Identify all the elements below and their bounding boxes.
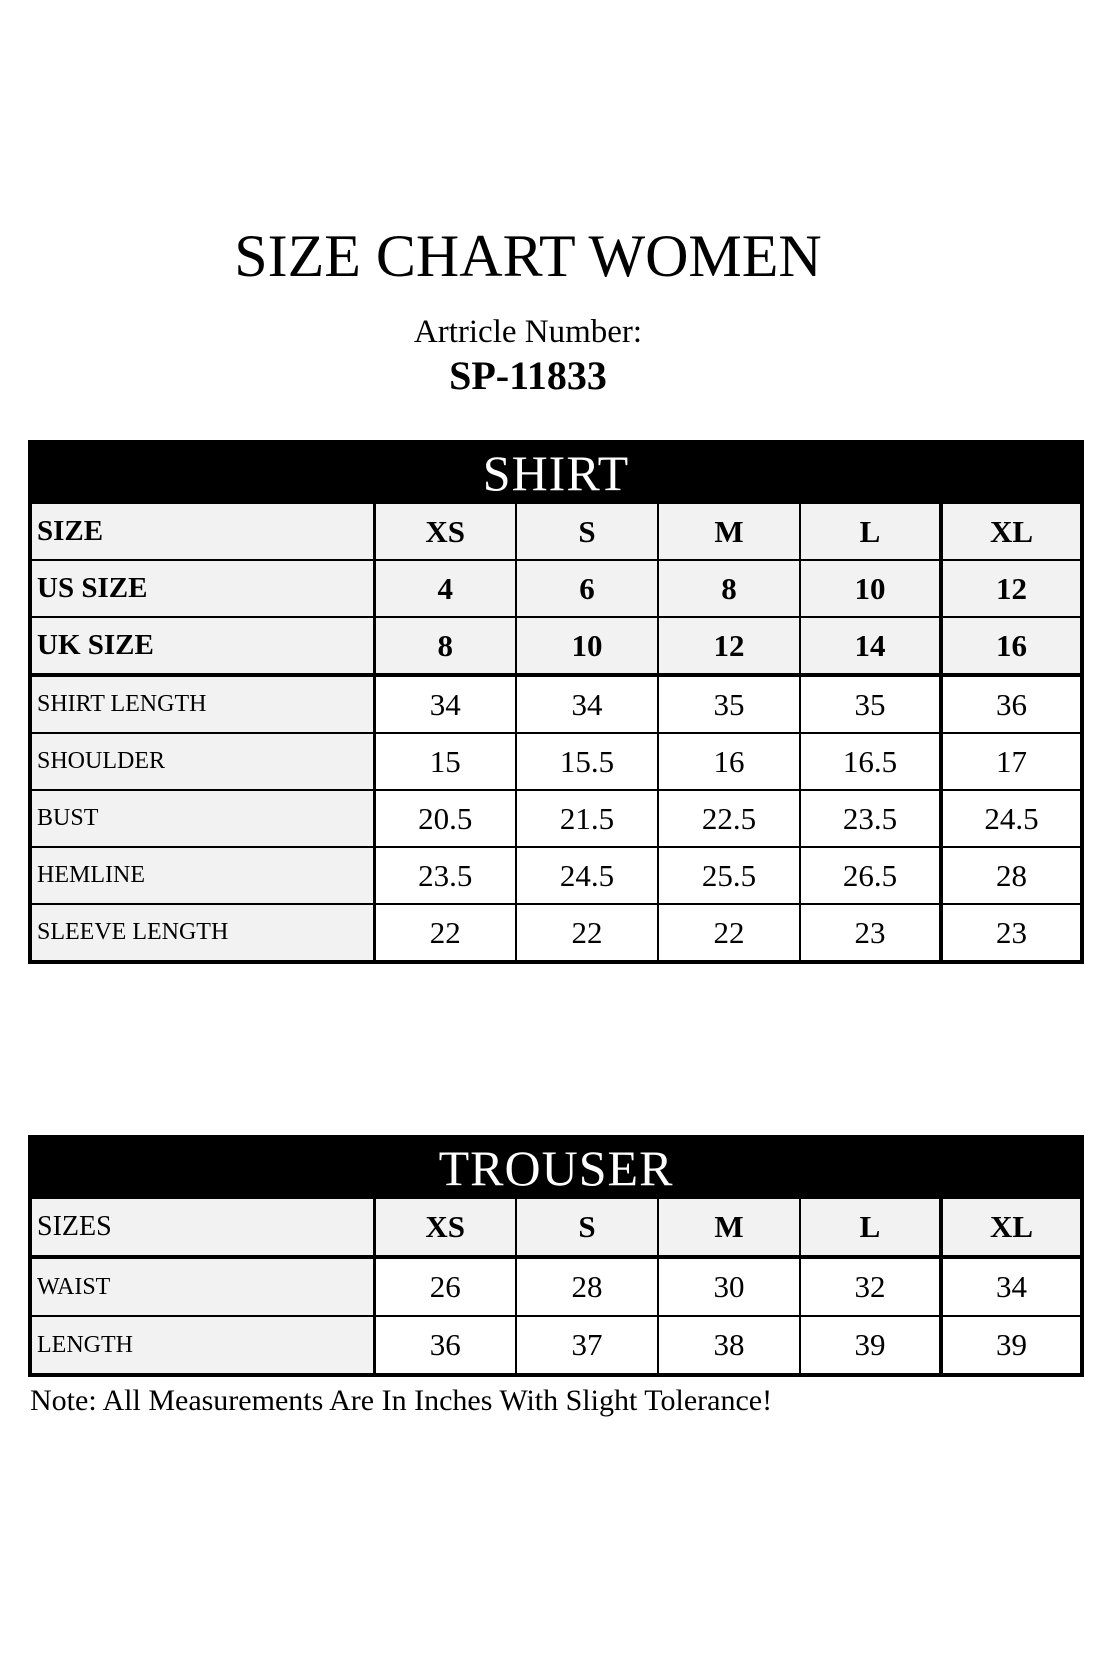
cell-value: 38 bbox=[657, 1315, 801, 1376]
cell-value: 4 bbox=[373, 559, 517, 618]
cell-value: 15.5 bbox=[515, 732, 659, 791]
cell-value: 36 bbox=[939, 674, 1083, 734]
cell-value: M bbox=[657, 1197, 801, 1259]
cell-value: 8 bbox=[657, 559, 801, 618]
cell-value: 14 bbox=[799, 616, 942, 677]
cell-value: 23 bbox=[799, 903, 942, 963]
article-number-value: SP-11833 bbox=[449, 353, 607, 398]
table-row: SLEEVE LENGTH 22 22 22 23 23 bbox=[29, 903, 1083, 963]
cell-value: 35 bbox=[657, 674, 801, 734]
cell-value: 16.5 bbox=[799, 732, 942, 791]
cell-value: 22.5 bbox=[657, 789, 801, 848]
table-row: US SIZE 4 6 8 10 12 bbox=[29, 559, 1083, 618]
cell-value: XS bbox=[373, 1197, 517, 1259]
row-label: SLEEVE LENGTH bbox=[29, 903, 376, 963]
row-label: UK SIZE bbox=[29, 616, 376, 677]
cell-value: L bbox=[799, 502, 942, 561]
cell-value: 16 bbox=[657, 732, 801, 791]
cell-value: 26.5 bbox=[799, 846, 942, 905]
row-label: US SIZE bbox=[29, 559, 376, 618]
table-row: SHIRT LENGTH 34 34 35 35 36 bbox=[29, 674, 1083, 734]
shirt-table-title: SHIRT bbox=[30, 442, 1082, 503]
trouser-table-title: TROUSER bbox=[30, 1137, 1083, 1198]
cell-value: 34 bbox=[515, 674, 659, 734]
cell-value: 15 bbox=[373, 732, 517, 791]
cell-value: 20.5 bbox=[373, 789, 517, 848]
row-label: LENGTH bbox=[29, 1315, 376, 1376]
cell-value: 34 bbox=[373, 674, 517, 734]
cell-value: 10 bbox=[515, 616, 659, 677]
row-label: BUST bbox=[29, 789, 376, 848]
cell-value: 30 bbox=[657, 1256, 801, 1317]
trouser-size-table: TROUSER SIZES XS S M L XL WAIST 26 28 30… bbox=[28, 1135, 1085, 1377]
cell-value: S bbox=[515, 1197, 659, 1259]
cell-value: 26 bbox=[373, 1256, 517, 1317]
cell-value: 23.5 bbox=[373, 846, 517, 905]
cell-value: 22 bbox=[373, 903, 517, 963]
row-label: SIZES bbox=[29, 1197, 376, 1259]
measurements-note: Note: All Measurements Are In Inches Wit… bbox=[30, 1384, 773, 1417]
cell-value: XL bbox=[938, 1197, 1084, 1259]
table-row: SIZE XS S M L XL bbox=[29, 502, 1083, 561]
row-label: SHIRT LENGTH bbox=[29, 674, 376, 734]
cell-value: 17 bbox=[939, 732, 1083, 791]
cell-value: 22 bbox=[657, 903, 801, 963]
cell-value: 34 bbox=[938, 1256, 1084, 1317]
table-row: SIZES XS S M L XL bbox=[29, 1197, 1084, 1259]
cell-value: 28 bbox=[939, 846, 1083, 905]
cell-value: 39 bbox=[799, 1315, 942, 1376]
article-number-label: Artricle Number: bbox=[413, 314, 643, 350]
cell-value: 22 bbox=[515, 903, 659, 963]
cell-value: 32 bbox=[799, 1256, 942, 1317]
row-label: SHOULDER bbox=[29, 732, 376, 791]
table-row: BUST 20.5 21.5 22.5 23.5 24.5 bbox=[29, 789, 1083, 848]
cell-value: 36 bbox=[373, 1315, 517, 1376]
row-label: SIZE bbox=[29, 502, 376, 561]
row-label: WAIST bbox=[29, 1256, 376, 1317]
cell-value: M bbox=[657, 502, 801, 561]
table-row: HEMLINE 23.5 24.5 25.5 26.5 28 bbox=[29, 846, 1083, 905]
cell-value: L bbox=[799, 1197, 942, 1259]
cell-value: 10 bbox=[799, 559, 942, 618]
cell-value: 12 bbox=[939, 559, 1083, 618]
cell-value: 24.5 bbox=[939, 789, 1083, 848]
cell-value: 6 bbox=[515, 559, 659, 618]
table-row: WAIST 26 28 30 32 34 bbox=[29, 1256, 1084, 1317]
cell-value: 16 bbox=[939, 616, 1083, 677]
table-header-row: SHIRT bbox=[30, 442, 1082, 503]
cell-value: 21.5 bbox=[515, 789, 659, 848]
page-title: SIZE CHART WOMEN bbox=[234, 223, 822, 289]
cell-value: 37 bbox=[515, 1315, 659, 1376]
table-row: LENGTH 36 37 38 39 39 bbox=[29, 1315, 1084, 1376]
cell-value: 25.5 bbox=[657, 846, 801, 905]
cell-value: 39 bbox=[938, 1315, 1084, 1376]
cell-value: S bbox=[515, 502, 659, 561]
cell-value: 8 bbox=[373, 616, 517, 677]
cell-value: XS bbox=[373, 502, 517, 561]
cell-value: XL bbox=[939, 502, 1083, 561]
row-label: HEMLINE bbox=[29, 846, 376, 905]
shirt-size-table: SHIRT SIZE XS S M L XL US SIZE 4 6 8 10 … bbox=[28, 440, 1084, 964]
table-row: UK SIZE 8 10 12 14 16 bbox=[29, 616, 1083, 677]
cell-value: 24.5 bbox=[515, 846, 659, 905]
table-row: SHOULDER 15 15.5 16 16.5 17 bbox=[29, 732, 1083, 791]
cell-value: 35 bbox=[799, 674, 942, 734]
table-header-row: TROUSER bbox=[30, 1137, 1083, 1198]
cell-value: 12 bbox=[657, 616, 801, 677]
cell-value: 28 bbox=[515, 1256, 659, 1317]
cell-value: 23.5 bbox=[799, 789, 942, 848]
cell-value: 23 bbox=[939, 903, 1083, 963]
